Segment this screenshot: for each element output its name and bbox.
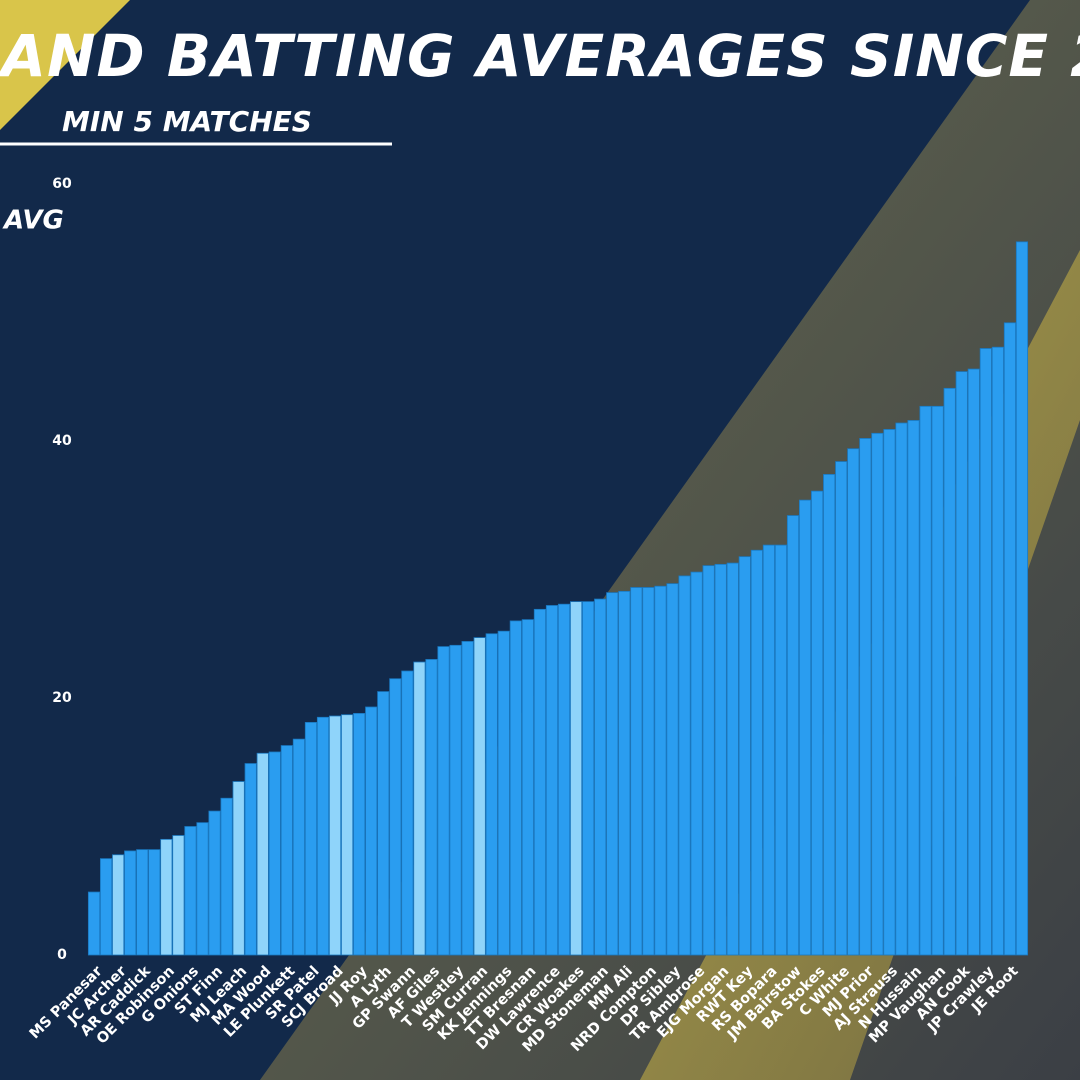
bar [341, 714, 354, 956]
bar [835, 461, 848, 956]
bar [798, 499, 812, 956]
bar [606, 592, 619, 956]
bar [473, 637, 486, 956]
bar [738, 556, 751, 956]
bar [425, 659, 438, 956]
bar [449, 644, 462, 956]
bar [955, 371, 968, 956]
bar [124, 850, 137, 956]
bar [509, 620, 522, 956]
y-tick-label: 20 [52, 690, 72, 706]
bar [714, 563, 727, 956]
bar [847, 448, 860, 956]
y-axis-label: AVG [2, 206, 64, 236]
bar [979, 348, 992, 956]
bar [919, 405, 932, 956]
bar [786, 515, 800, 956]
bar [184, 826, 197, 956]
bar [557, 603, 571, 956]
bar [666, 583, 679, 956]
bar [136, 849, 149, 956]
bar [244, 763, 257, 956]
bar [292, 738, 305, 956]
bar [304, 722, 318, 956]
y-tick-label: 40 [52, 433, 72, 449]
bar [582, 601, 595, 956]
bar [823, 474, 836, 956]
bar [570, 601, 583, 956]
bar [907, 420, 920, 956]
bar [931, 405, 944, 956]
chart-subtitle: MIN 5 MATCHES [62, 105, 312, 138]
bar [762, 544, 775, 956]
bar [630, 587, 643, 956]
bar [401, 670, 414, 956]
bar [497, 630, 510, 956]
bar [1003, 322, 1016, 956]
y-tick-label: 0 [57, 947, 67, 963]
bar [943, 387, 956, 956]
bar [268, 751, 281, 956]
bar [160, 838, 173, 956]
bar [328, 715, 342, 956]
bar [811, 490, 824, 956]
bar [196, 822, 209, 956]
bar [690, 571, 703, 956]
bar [100, 858, 113, 956]
bar [871, 432, 884, 956]
bar [485, 633, 498, 956]
bar [365, 706, 378, 956]
bar [461, 641, 474, 956]
bar [389, 678, 402, 956]
bar [413, 661, 426, 956]
bar [316, 716, 330, 956]
bar [208, 810, 221, 956]
bar [256, 752, 269, 956]
bar [87, 891, 101, 956]
chart-title: ENGLAND BATTING AVERAGES SINCE 2002 [0, 22, 1080, 90]
bar [678, 575, 691, 956]
bar [112, 854, 125, 956]
bar [437, 646, 450, 956]
bar [172, 835, 185, 956]
bar [377, 691, 390, 956]
bar [726, 562, 739, 956]
bar [220, 797, 233, 956]
bar [750, 549, 763, 956]
bar [280, 745, 293, 956]
bar [533, 608, 546, 956]
bar [148, 849, 161, 956]
bar [967, 368, 980, 956]
bar [859, 438, 872, 956]
bar [895, 422, 908, 956]
y-tick-label: 60 [52, 176, 72, 192]
bar [545, 605, 559, 956]
bar [702, 565, 715, 956]
bar [883, 429, 896, 956]
bar [654, 585, 667, 956]
bar [991, 346, 1004, 956]
bar [232, 781, 245, 956]
bar [594, 598, 607, 956]
bar [1015, 241, 1029, 956]
bar [521, 619, 534, 956]
bar [618, 590, 631, 956]
bar [774, 544, 788, 956]
bar [353, 713, 366, 956]
bar [642, 587, 655, 956]
